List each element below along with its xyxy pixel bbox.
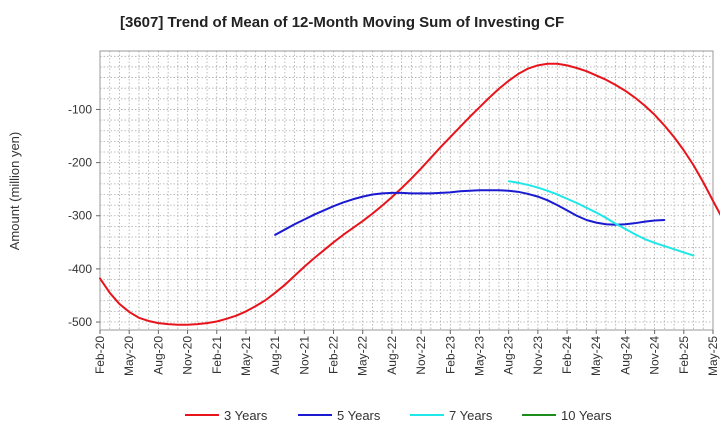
legend-label: 10 Years [561,408,612,423]
x-tick-label: Nov-24 [648,336,662,375]
y-tick-label: -300 [68,209,92,223]
series-lines [99,62,720,326]
x-tick-label: May-22 [356,336,370,376]
y-tick-label: -200 [68,156,92,170]
x-tick-label: Feb-24 [560,336,574,374]
x-tick-label: May-24 [589,336,603,376]
x-tick-label: Aug-21 [268,336,282,375]
y-axis-ticks: -500 -400 -300 -200 -100 [68,102,100,329]
x-tick-label: May-20 [122,336,136,376]
x-tick-label: Feb-23 [443,336,457,374]
y-axis-label: Amount (million yen) [7,132,22,251]
legend: 3 Years 5 Years 7 Years 10 Years [185,408,612,423]
chart-title: [3607] Trend of Mean of 12-Month Moving … [120,14,565,31]
x-tick-label: May-21 [239,336,253,376]
x-tick-label: Nov-21 [297,336,311,375]
x-tick-label: Nov-20 [181,336,195,375]
x-tick-label: Aug-22 [385,336,399,375]
x-tick-label: Feb-22 [327,336,341,374]
series-line-5-years [274,189,666,236]
x-tick-label: Feb-20 [93,336,107,374]
y-tick-label: -500 [68,315,92,329]
x-tick-label: May-23 [472,336,486,376]
x-tick-label: Aug-23 [502,336,516,375]
legend-label: 7 Years [449,408,493,423]
legend-label: 3 Years [224,408,268,423]
plot-area-frame [99,50,714,331]
x-tick-label: Aug-24 [618,336,632,375]
x-axis-ticks: Feb-20 May-20 Aug-20 Nov-20 Feb-21 May-21 Aug-… [93,330,720,376]
series-line-3-years [99,62,720,326]
series-line-7-years [507,180,695,257]
x-tick-label: Feb-25 [677,336,691,374]
legend-label: 5 Years [337,408,381,423]
x-tick-label: May-25 [706,336,720,376]
x-tick-label: Feb-21 [210,336,224,374]
grid-lines [100,51,713,330]
x-tick-label: Aug-20 [151,336,165,375]
y-tick-label: -400 [68,262,92,276]
x-tick-label: Nov-22 [414,336,428,375]
y-tick-label: -100 [68,102,92,116]
x-tick-label: Nov-23 [531,336,545,375]
